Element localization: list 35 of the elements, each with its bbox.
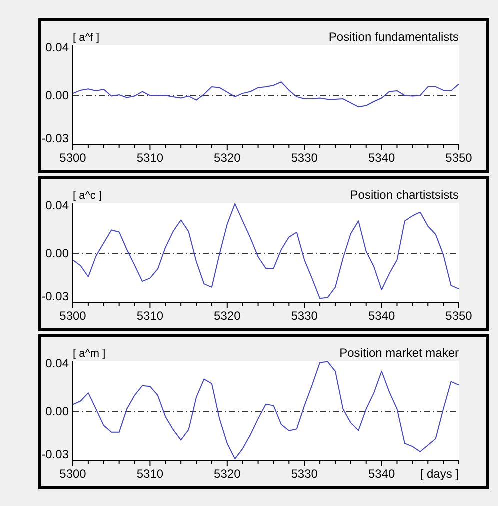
x-tick-label: 5310 [136, 467, 164, 481]
x-tick-label: 5310 [136, 309, 164, 323]
x-tick-label: 5340 [368, 467, 396, 481]
y-axis-title: [ a^m ] [73, 348, 106, 360]
y-axis-title: [ a^f ] [73, 32, 100, 44]
y-tick-label: 0.04 [46, 40, 70, 55]
y-tick-label: 0.00 [46, 88, 70, 103]
y-tick-label: 0.04 [46, 198, 70, 213]
x-tick-label: 5300 [60, 151, 87, 165]
line-series [72, 203, 460, 300]
x-tick-label: 5350 [446, 309, 473, 323]
x-tick-label: 5320 [214, 151, 242, 165]
x-tick-label: 5330 [291, 467, 318, 481]
y-tick-label: -0.03 [42, 132, 70, 146]
x-tick-label: 5330 [291, 309, 318, 323]
x-tick-label: 5330 [291, 151, 318, 165]
x-tick-label: 5340 [368, 151, 396, 165]
y-tick-label: -0.03 [42, 448, 70, 462]
chart-title: Position fundamentalists [328, 30, 459, 44]
x-tick-label: 5320 [214, 467, 242, 481]
x-tick-label: 5340 [368, 309, 396, 323]
y-tick-label: -0.03 [42, 290, 70, 304]
x-tick-label: 5350 [446, 151, 473, 165]
x-tick-label: 5300 [60, 309, 87, 323]
x-tick-label: 5310 [136, 151, 164, 165]
x-tick-label: 5300 [60, 467, 87, 481]
y-tick-label: 0.00 [46, 404, 70, 419]
x-axis-title: [ days ] [420, 467, 459, 481]
y-tick-label: 0.00 [46, 246, 70, 261]
x-tick-label: 5320 [214, 309, 242, 323]
y-axis-title: [ a^c ] [73, 190, 102, 202]
line-series [72, 82, 460, 108]
chart-title: Position market maker [340, 346, 459, 360]
chart-title: Position chartistsists [350, 188, 459, 202]
y-tick-label: 0.04 [46, 356, 70, 371]
